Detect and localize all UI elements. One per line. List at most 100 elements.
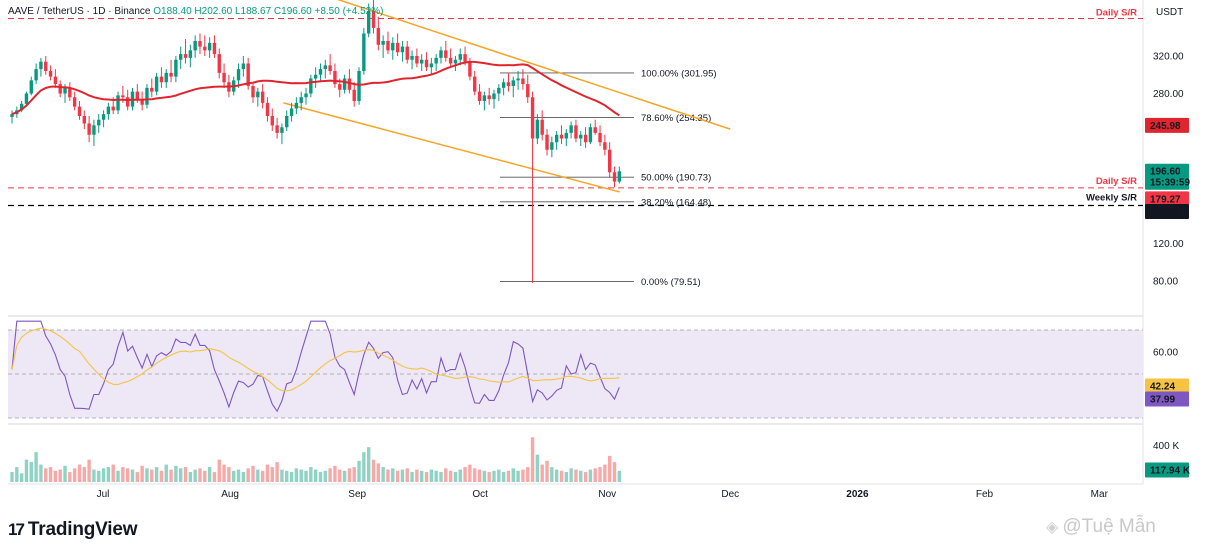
volume-bar [511,468,515,482]
candle-body [34,69,38,81]
candle-body [39,61,43,70]
candle-body [429,63,434,68]
volume-bar [183,467,188,482]
rsi-badge-text: 37.99 [1150,395,1175,406]
volume-bar [34,452,38,482]
volume-bar [313,469,318,482]
watermark-text: @Tuệ Mẫn [1062,516,1156,537]
candle-body [236,69,241,81]
candle-body [203,46,207,51]
candle-body [256,91,260,98]
candle-body [159,76,164,83]
candle-body [294,102,299,109]
volume-bar [357,460,361,482]
volume-bar [217,459,221,482]
candle-body [19,103,24,111]
rsi-ma-series-line [11,327,620,392]
volume-bar [304,470,308,482]
candle-body [569,125,573,133]
candle-body [63,87,67,94]
candle-body [559,134,564,139]
volume-bar [193,469,197,482]
volume-bar [140,465,144,482]
descending-channel [283,0,731,193]
fib-label-4: 0.00% (79.51) [641,277,701,288]
candle-body [516,78,520,81]
chart-header: AAVE / TetherUS · 1D · Binance O188.40 H… [8,6,383,17]
volume-bar [150,469,154,482]
candle-body [24,93,29,104]
fib-label-2: 50.00% (190.73) [641,173,711,184]
volume-bar [106,467,111,482]
volume-bar [87,459,91,482]
time-tick-label: Mar [1091,489,1109,500]
volume-bar [492,470,496,482]
volume-bar [270,467,274,482]
candle-body [309,78,313,94]
price-tick-label: 80.00 [1153,277,1178,288]
volume-bar [559,470,564,482]
volume-bar [338,469,342,482]
candle-body [400,46,405,53]
candle-body [381,41,385,45]
candle-body [328,65,332,71]
candle-body [579,134,583,139]
fib-label-0: 100.00% (301.95) [641,68,717,79]
watermark: ◈ @Tuệ Mẫn [1046,516,1156,538]
candle-body [101,114,106,120]
candle-body [164,72,168,83]
candle-body [444,50,448,58]
rsi-ma-badge-text: 42.24 [1150,382,1175,393]
candle-body [603,142,607,150]
volume-bar [29,462,33,482]
price-axis-currency: USDT [1156,7,1183,18]
volume-bar [530,437,535,482]
volume-bar [448,470,453,482]
candle-body [593,127,597,133]
candle-body [598,132,602,143]
volume-bar [410,472,414,482]
volume-bar [159,470,164,482]
candle-body [448,57,453,64]
volume-bar [526,467,530,482]
volume-bar [381,467,385,482]
volume-bar [265,464,270,482]
volume-bar [77,464,82,482]
symbol-title[interactable]: AAVE / TetherUS · 1D · Binance [8,6,151,17]
candle-body [405,46,409,60]
daily-sr-badge-bg [1145,191,1189,207]
candle-body [338,84,342,90]
candle-body [193,41,197,51]
volume-bar [10,472,14,482]
volume-bar [222,464,226,482]
volume-bar [444,468,448,482]
volume-bar [285,470,289,482]
fib-label-3: 38.20% (164.48) [641,197,711,208]
binance-diamond-icon: ◈ [1046,519,1059,536]
candle-body [511,80,515,86]
candle-body [453,59,458,64]
candle-body [260,91,265,103]
time-tick-label: Nov [598,489,616,500]
volume-bar [501,472,506,482]
time-tick-label: Aug [221,489,239,500]
candle-body [135,91,140,100]
tradingview-logo[interactable]: 17 TradingView [8,519,137,541]
candle-body [77,106,82,116]
candle-body [58,84,62,94]
volume-bar [280,469,284,482]
candle-body [198,41,202,47]
candle-body [395,42,400,53]
volume-bar [39,464,43,482]
volume-bar [583,472,588,482]
volume-bar [58,469,62,482]
candle-body [212,42,217,55]
volume-bar [535,454,540,482]
volume-bar [424,472,429,482]
candle-body [44,61,48,71]
candle-body [371,11,376,28]
volume-bar [68,472,72,482]
rsi-series-line [11,320,620,413]
candle-body [424,59,429,68]
